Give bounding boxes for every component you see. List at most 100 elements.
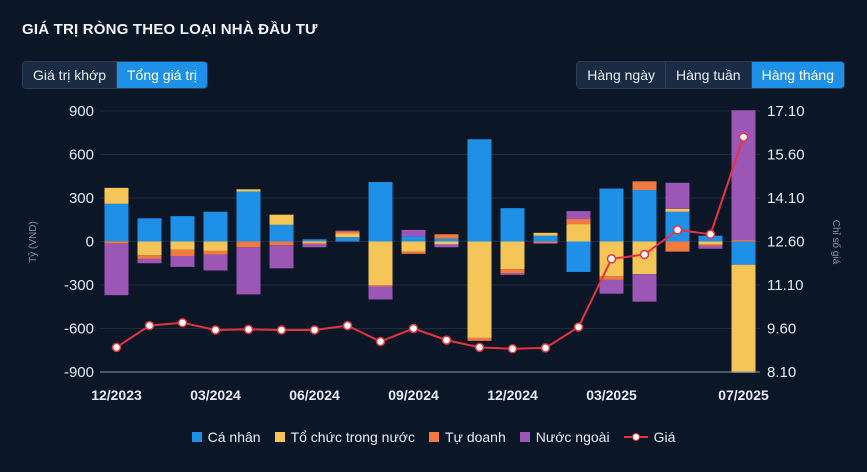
- bar-individual: [533, 235, 558, 242]
- bar-proprietary: [236, 241, 261, 248]
- bar-foreign: [236, 247, 261, 295]
- tab-daily[interactable]: Hàng ngày: [577, 62, 666, 88]
- price-point: [111, 342, 122, 353]
- chart-legend: Cá nhân Tổ chức trong nước Tự doanh Nước…: [0, 429, 867, 445]
- bar-individual: [335, 237, 360, 242]
- price-point: [408, 323, 419, 334]
- legend-swatch-individual: [191, 432, 202, 442]
- legend-label: Giá: [653, 429, 676, 445]
- bar-domestic-institution: [698, 241, 723, 245]
- x-tick-label: 09/2024: [388, 387, 439, 403]
- tab-total-value[interactable]: Tổng giá trị: [116, 62, 208, 88]
- price-point: [210, 325, 221, 335]
- bar-proprietary: [269, 241, 294, 246]
- price-point: [606, 254, 617, 264]
- bar-foreign: [104, 243, 129, 296]
- y2-tick-label: 11.10: [767, 277, 803, 294]
- bar-domestic-institution: [401, 241, 426, 252]
- bar-proprietary: [599, 276, 624, 280]
- bar-proprietary: [533, 241, 558, 243]
- bar-individual: [368, 182, 393, 242]
- y-tick-label: 300: [69, 190, 94, 207]
- bar-foreign: [368, 286, 393, 300]
- tab-weekly[interactable]: Hàng tuần: [665, 62, 752, 88]
- bar-foreign: [533, 242, 558, 244]
- bar-proprietary: [731, 240, 756, 242]
- x-tick-label: 12/2024: [487, 387, 538, 403]
- legend-item-foreign[interactable]: Nước ngoài: [519, 429, 610, 445]
- bar-individual: [137, 218, 162, 242]
- bar-proprietary: [170, 249, 195, 256]
- price-point: [672, 225, 683, 235]
- bar-domestic-institution: [137, 241, 162, 256]
- price-point: [540, 343, 551, 353]
- price-point: [573, 322, 584, 332]
- bar-domestic-institution: [500, 241, 525, 270]
- y-tick-label: -600: [64, 321, 94, 338]
- bar-foreign: [302, 244, 327, 248]
- bar-foreign: [401, 229, 426, 237]
- price-point: [639, 249, 650, 260]
- y2-tick-label: 15.60: [767, 147, 805, 164]
- bar-proprietary: [302, 242, 327, 245]
- bar-proprietary: [434, 234, 459, 239]
- y-tick-label: 900: [69, 103, 94, 120]
- legend-label: Tổ chức trong nước: [290, 429, 415, 445]
- legend-item-domestic-institution[interactable]: Tổ chức trong nước: [274, 429, 415, 445]
- bar-individual: [467, 139, 492, 242]
- bar-individual: [401, 236, 426, 242]
- price-line: [115, 136, 745, 350]
- bar-proprietary: [335, 231, 360, 234]
- price-point: [144, 320, 155, 331]
- price-point: [507, 344, 518, 354]
- price-point: [375, 336, 386, 347]
- price-point: [243, 324, 254, 335]
- bar-individual: [566, 241, 591, 272]
- y2-axis-title: Chỉ số giá: [830, 220, 842, 265]
- chart-title: GIÁ TRỊ RÒNG THEO LOẠI NHÀ ĐẦU TƯ: [22, 21, 318, 38]
- bar-domestic-institution: [104, 187, 129, 204]
- bar-foreign: [137, 258, 162, 264]
- bar-domestic-institution: [203, 241, 228, 251]
- bar-individual: [302, 239, 327, 242]
- y2-tick-label: 9.60: [767, 321, 796, 338]
- bar-domestic-institution: [170, 241, 195, 250]
- bar-individual: [500, 208, 525, 242]
- bar-foreign: [599, 279, 624, 294]
- bar-individual: [104, 203, 129, 242]
- bar-proprietary: [401, 251, 426, 254]
- legend-item-price[interactable]: Giá: [623, 429, 676, 445]
- tab-monthly[interactable]: Hàng tháng: [751, 62, 844, 88]
- y-tick-label: 600: [69, 147, 94, 164]
- legend-label: Tự doanh: [445, 429, 506, 445]
- y2-tick-label: 17.10: [767, 103, 805, 120]
- y-axis-title: Tỷ (VND): [27, 221, 39, 263]
- bar-foreign: [500, 273, 525, 275]
- bar-individual: [269, 224, 294, 242]
- legend-swatch-price: [623, 432, 648, 442]
- price-point: [705, 229, 716, 239]
- bar-domestic-institution: [335, 233, 360, 238]
- bar-proprietary: [467, 337, 492, 341]
- bar-individual: [170, 216, 195, 242]
- bar-foreign: [698, 245, 723, 249]
- value-type-toggle: Giá trị khớp Tổng giá trị: [22, 61, 209, 89]
- legend-swatch-domestic-institution: [274, 432, 285, 442]
- bar-domestic-institution: [269, 214, 294, 225]
- bar-proprietary: [500, 269, 525, 274]
- legend-swatch-foreign: [519, 432, 530, 442]
- bar-domestic-institution: [467, 241, 492, 338]
- bar-proprietary: [368, 285, 393, 287]
- legend-item-individual[interactable]: Cá nhân: [191, 429, 261, 445]
- bar-domestic-institution: [236, 189, 261, 192]
- bar-foreign: [632, 274, 657, 302]
- tab-matched-value[interactable]: Giá trị khớp: [23, 62, 117, 88]
- bar-foreign: [203, 254, 228, 271]
- legend-item-proprietary[interactable]: Tự doanh: [429, 429, 506, 445]
- price-point: [738, 132, 749, 142]
- bar-individual: [236, 191, 261, 242]
- bar-individual: [731, 241, 756, 265]
- bar-domestic-institution: [434, 241, 459, 245]
- y2-tick-label: 12.60: [767, 234, 805, 251]
